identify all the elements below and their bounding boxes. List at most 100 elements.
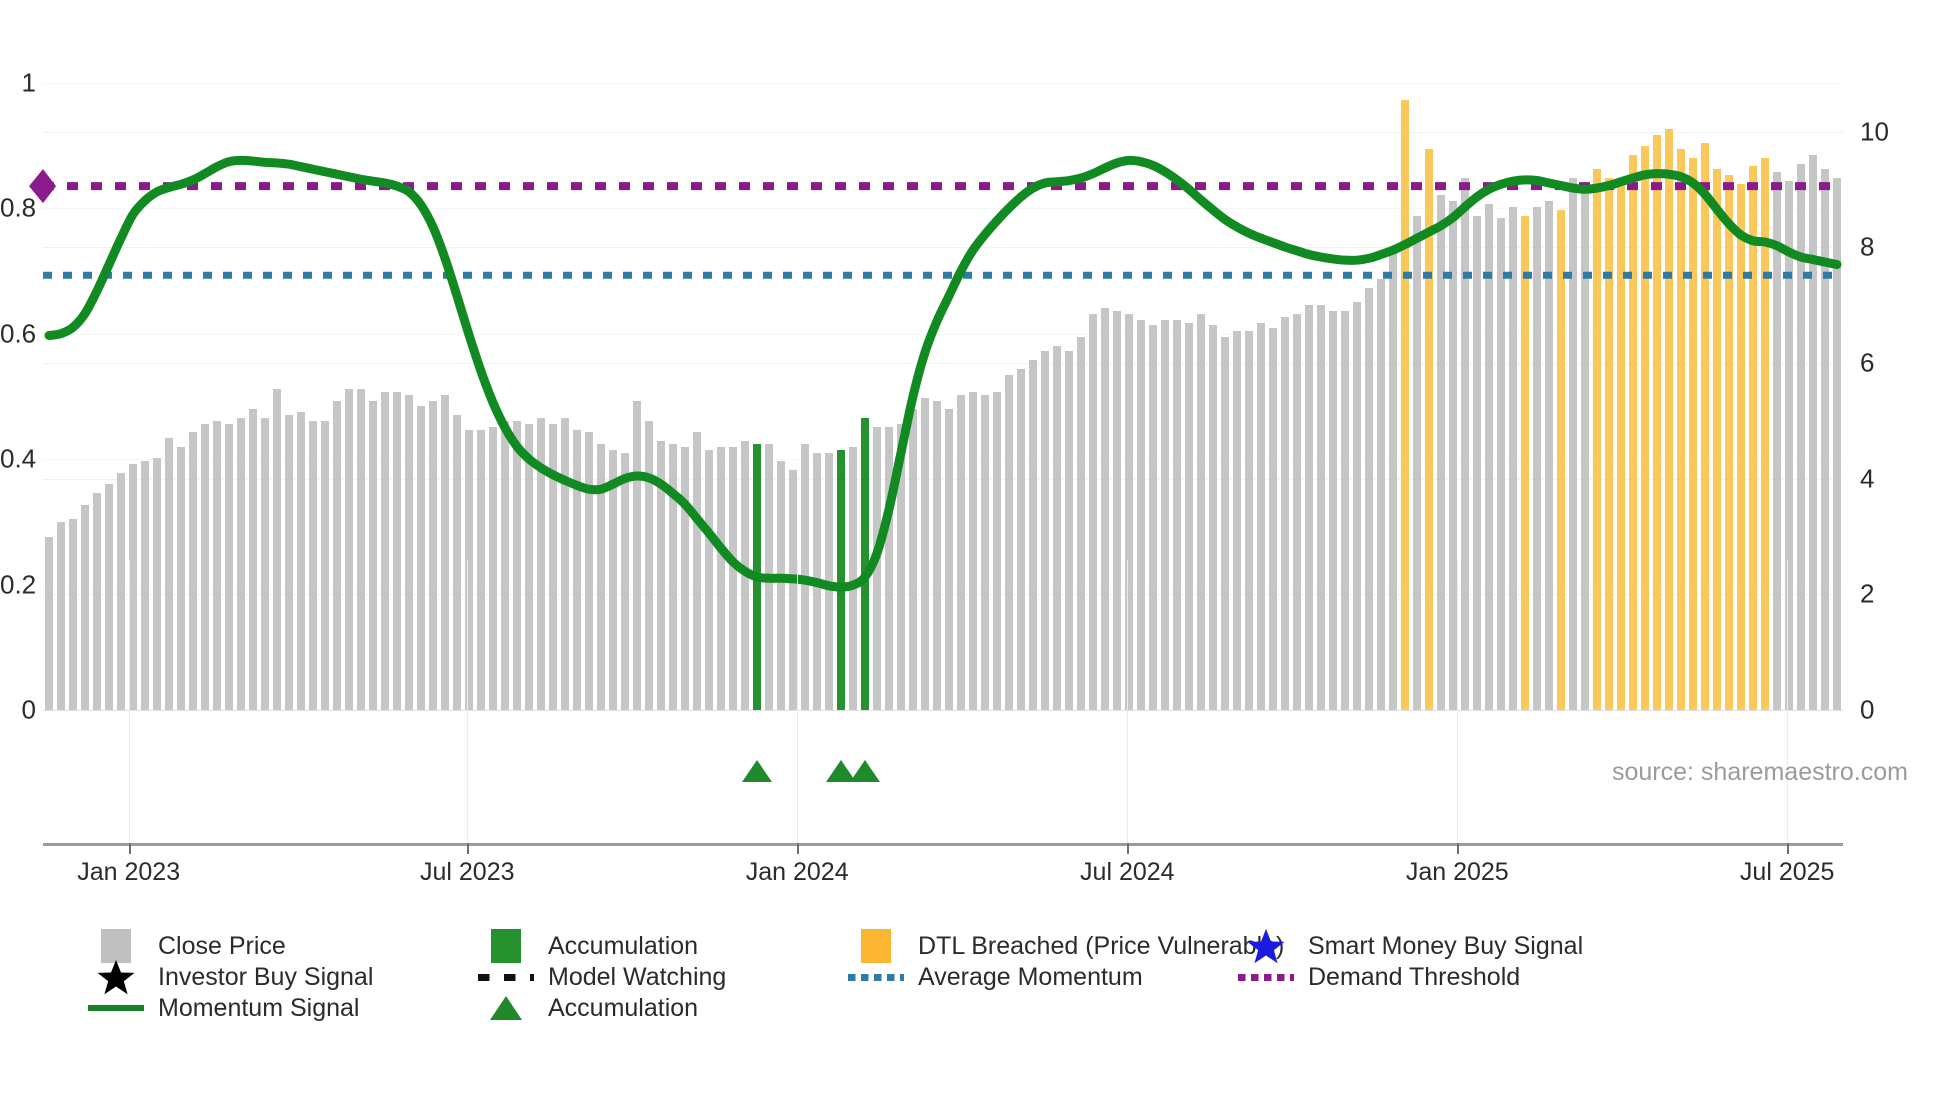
legend-item-dtl-breached[interactable]: DTL Breached (Price Vulnerable) xyxy=(848,928,1284,964)
legend-dashed-swatch xyxy=(478,959,534,995)
bar-close-price xyxy=(1017,368,1025,710)
legend-item-demand-threshold[interactable]: Demand Threshold xyxy=(1238,959,1520,995)
bar-close-price xyxy=(93,493,101,710)
bar-dtl-breached xyxy=(1557,209,1565,710)
bar-dtl-breached xyxy=(1653,134,1661,710)
bar-close-price xyxy=(1785,180,1793,710)
bar-close-price xyxy=(477,429,485,710)
legend-star-swatch xyxy=(88,959,144,995)
bar-dtl-breached xyxy=(1641,146,1649,710)
bar-close-price xyxy=(1545,201,1553,710)
y-axis-left-tick: 0.4 xyxy=(0,443,37,474)
legend-item-label: Model Watching xyxy=(548,962,727,991)
gridline xyxy=(43,594,1843,596)
gridline xyxy=(43,363,1843,365)
bar-close-price xyxy=(609,449,617,710)
gridline xyxy=(43,208,1843,210)
vertical-gridline xyxy=(128,560,130,843)
y-axis-right-tick: 0 xyxy=(1860,694,1875,725)
bar-close-price xyxy=(933,400,941,710)
legend-triangle-swatch xyxy=(478,990,534,1026)
legend-item-momentum-signal[interactable]: Momentum Signal xyxy=(88,990,359,1026)
gridline xyxy=(43,478,1843,480)
bar-close-price xyxy=(1161,319,1169,710)
legend-item-close-price[interactable]: Close Price xyxy=(88,928,286,964)
bar-dtl-breached xyxy=(1737,183,1745,710)
x-axis-line xyxy=(43,843,1843,846)
legend-item-accumulation-tri[interactable]: Accumulation xyxy=(478,990,698,1026)
gridline xyxy=(43,459,1843,461)
bar-close-price xyxy=(1293,313,1301,710)
bar-close-price xyxy=(1005,374,1013,710)
bar-close-price xyxy=(849,446,857,710)
legend-item-label: Accumulation xyxy=(548,931,699,960)
bar-close-price xyxy=(357,389,365,710)
y-axis-left-tick: 0.2 xyxy=(0,569,37,600)
bar-close-price xyxy=(117,472,125,710)
bar-close-price xyxy=(1353,302,1361,710)
gridline xyxy=(43,131,1843,133)
x-axis-tick xyxy=(1787,843,1790,854)
bar-close-price xyxy=(153,458,161,710)
bar-close-price xyxy=(1821,169,1829,710)
bar-close-price xyxy=(1833,178,1841,710)
y-axis-right-tick: 2 xyxy=(1860,578,1875,609)
y-axis-left-tick: 0 xyxy=(21,694,36,725)
bar-close-price xyxy=(165,438,173,710)
bar-close-price xyxy=(1569,178,1577,710)
square-icon xyxy=(101,929,131,963)
legend-item-model-watching[interactable]: Model Watching xyxy=(478,959,726,995)
legend-dotted-swatch xyxy=(1238,959,1294,995)
legend-item-average-momentum[interactable]: Average Momentum xyxy=(848,959,1143,995)
vertical-gridline xyxy=(797,560,799,843)
bar-dtl-breached xyxy=(1701,143,1709,710)
gridline xyxy=(43,82,1843,84)
bar-close-price xyxy=(1077,337,1085,710)
plot-inner xyxy=(29,45,1843,711)
bar-dtl-breached xyxy=(1605,178,1613,710)
bar-close-price xyxy=(1197,313,1205,710)
plot-area xyxy=(29,45,1843,711)
bar-close-price xyxy=(1497,218,1505,710)
demand-threshold-diamond-marker xyxy=(29,169,56,204)
bar-close-price xyxy=(273,389,281,710)
bar-close-price xyxy=(1137,319,1145,710)
bar-close-price xyxy=(525,423,533,710)
x-axis-tick-label: Jul 2025 xyxy=(1739,858,1835,886)
bar-close-price xyxy=(1065,351,1073,710)
legend-item-accumulation-bar[interactable]: Accumulation xyxy=(478,928,698,964)
bar-close-price xyxy=(429,400,437,710)
bar-close-price xyxy=(1101,308,1109,710)
bar-close-price xyxy=(1485,204,1493,710)
bar-close-price xyxy=(657,441,665,710)
bar-close-price xyxy=(1329,311,1337,710)
y-axis-right-tick: 10 xyxy=(1860,116,1889,147)
bar-close-price xyxy=(1209,325,1217,710)
bar-close-price xyxy=(1053,345,1061,710)
bar-close-price xyxy=(1317,305,1325,710)
star-icon xyxy=(97,960,135,995)
bar-close-price xyxy=(141,461,149,710)
x-axis-tick-label: Jan 2023 xyxy=(77,858,181,886)
legend-item-label: Smart Money Buy Signal xyxy=(1308,931,1584,960)
bar-close-price xyxy=(177,446,185,710)
legend-star-swatch xyxy=(1238,928,1294,964)
bar-close-price xyxy=(465,429,473,710)
legend-item-smart-money-buy[interactable]: Smart Money Buy Signal xyxy=(1238,928,1583,964)
y-axis-left-tick: 1 xyxy=(21,67,36,98)
chart-legend: Close Price Investor Buy Signal Momentum S… xyxy=(88,928,1938,1078)
bar-close-price xyxy=(213,420,221,710)
bar-close-price xyxy=(201,423,209,710)
legend-item-investor-buy[interactable]: Investor Buy Signal xyxy=(88,959,373,995)
bar-close-price xyxy=(1089,313,1097,710)
bar-close-price xyxy=(693,432,701,710)
x-axis-tick xyxy=(1127,843,1130,854)
bar-close-price xyxy=(285,415,293,710)
x-axis-tick-label: Jul 2024 xyxy=(1080,858,1175,886)
bar-close-price xyxy=(1449,201,1457,710)
bar-close-price xyxy=(669,444,677,710)
series-layer xyxy=(29,155,1843,592)
x-axis-tick xyxy=(1457,843,1460,854)
y-axis-left-tick: 0.6 xyxy=(0,318,37,349)
bar-close-price xyxy=(873,426,881,710)
